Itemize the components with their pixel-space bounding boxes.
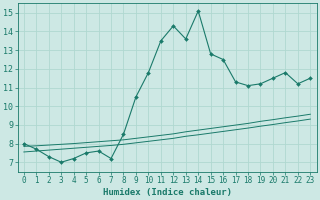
X-axis label: Humidex (Indice chaleur): Humidex (Indice chaleur)	[103, 188, 232, 197]
